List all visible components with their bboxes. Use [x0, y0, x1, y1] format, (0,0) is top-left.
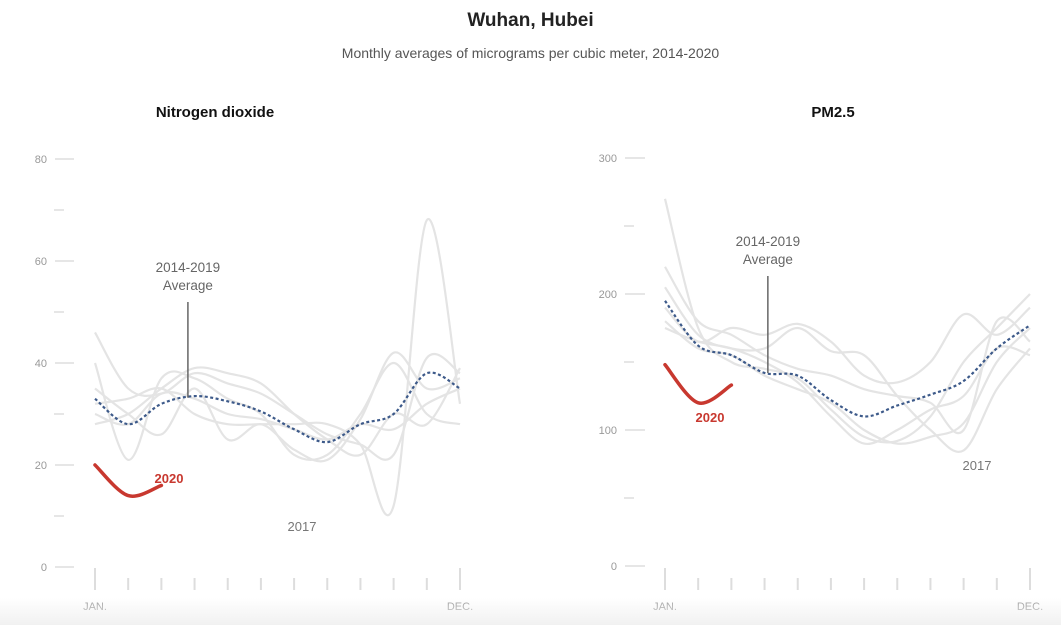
- chart1-title: Nitrogen dioxide: [156, 104, 274, 121]
- chart1-year-label: 2017: [288, 519, 317, 534]
- chart1-highlight-line-2020: [93, 463, 164, 498]
- chart2-y-tick-label: 200: [599, 289, 617, 301]
- chart2-average-label-2: Average: [743, 252, 793, 267]
- chart2-highlight-line-2020: [663, 362, 734, 405]
- chart2-title: PM2.5: [811, 104, 854, 121]
- chart2-y-tick-label: 0: [611, 561, 617, 573]
- chart1-highlight-label: 2020: [155, 471, 184, 486]
- chart2-year-label: 2017: [963, 458, 992, 473]
- chart1-average-label-2: Average: [163, 278, 213, 293]
- chart2-history-line-6: [664, 326, 1031, 446]
- chart1-history-line-6: [94, 387, 461, 441]
- chart2-y-tick-label: 100: [599, 425, 617, 437]
- chart2-average-line: [664, 300, 1031, 418]
- chart1-y-tick-label: 0: [41, 562, 47, 574]
- chart1-history-line-4: [94, 351, 461, 463]
- chart1-y-tick-label: 60: [35, 256, 47, 268]
- chart2-average-label-1: 2014-2019: [736, 234, 801, 249]
- chart1-history-line-2: [94, 366, 461, 457]
- page-title: Wuhan, Hubei: [467, 10, 594, 31]
- chart2-y-tick-label: 300: [599, 153, 617, 165]
- chart1-average-label-1: 2014-2019: [156, 260, 221, 275]
- chart1-average-line: [94, 371, 461, 444]
- page-subtitle: Monthly averages of micrograms per cubic…: [341, 45, 720, 61]
- chart2-highlight-label: 2020: [696, 410, 725, 425]
- chart1-y-tick-label: 40: [35, 358, 47, 370]
- chart1-y-tick-label: 20: [35, 460, 47, 472]
- chart1-history-line-5: [94, 218, 462, 517]
- footer-fade: [0, 598, 1061, 625]
- chart2-history-line-5: [664, 306, 1031, 385]
- chart1-history-line-1: [94, 331, 461, 461]
- chart1-y-tick-label: 80: [35, 154, 47, 166]
